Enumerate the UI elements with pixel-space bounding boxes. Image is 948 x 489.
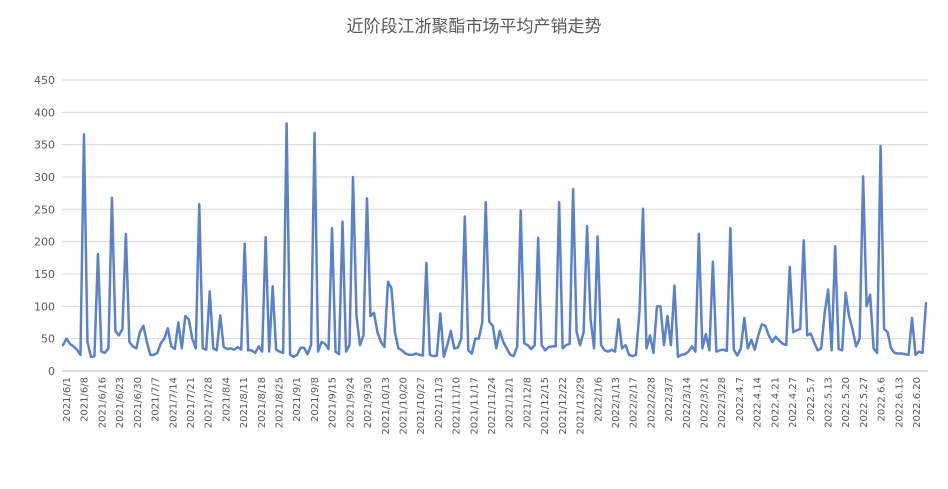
x-tick-label: 2022.6.20 bbox=[912, 377, 923, 428]
x-tick-label: 2022.4.7 bbox=[735, 377, 746, 422]
y-tick-label: 200 bbox=[34, 236, 55, 249]
x-tick-label: 2022/3/28 bbox=[717, 377, 728, 428]
x-tick-label: 2021/8/18 bbox=[257, 377, 268, 428]
y-tick-label: 50 bbox=[41, 333, 55, 346]
x-tick-label: 2021/6/16 bbox=[97, 377, 108, 428]
x-tick-label: 2021/6/1 bbox=[62, 377, 73, 422]
x-tick-label: 2021/12/15 bbox=[540, 377, 551, 435]
y-tick-label: 350 bbox=[34, 139, 55, 152]
x-tick-label: 2021/12/8 bbox=[522, 377, 533, 428]
chart-title: 近阶段江浙聚酯市场平均产销走势 bbox=[346, 17, 602, 37]
y-tick-label: 150 bbox=[34, 268, 55, 281]
x-tick-label: 2022.4.14 bbox=[753, 377, 764, 428]
x-tick-label: 2021/12/1 bbox=[505, 377, 516, 428]
x-tick-label: 2022.4.21 bbox=[770, 377, 781, 428]
x-tick-label: 2021/6/8 bbox=[80, 377, 91, 422]
x-tick-label: 2021/9/8 bbox=[310, 377, 321, 422]
y-tick-label: 300 bbox=[34, 171, 55, 184]
x-tick-label: 2021/11/24 bbox=[487, 377, 498, 435]
x-tick-label: 2021/10/27 bbox=[416, 377, 427, 435]
x-tick-label: 2021/9/1 bbox=[292, 377, 303, 422]
x-tick-label: 2021/11/17 bbox=[469, 377, 480, 435]
y-tick-label: 100 bbox=[34, 300, 55, 313]
x-tick-label: 2021/8/25 bbox=[275, 377, 286, 428]
x-tick-label: 2022/2/17 bbox=[629, 377, 640, 428]
x-tick-label: 2021/10/20 bbox=[398, 377, 409, 435]
x-tick-label: 2021/7/14 bbox=[168, 377, 179, 428]
x-tick-label: 2021/6/23 bbox=[115, 377, 126, 428]
series-line bbox=[61, 122, 928, 359]
x-tick-label: 2022.5.20 bbox=[841, 377, 852, 428]
y-tick-label: 400 bbox=[34, 106, 55, 119]
x-tick-label: 2021/9/24 bbox=[345, 377, 356, 428]
x-tick-label: 2022.5.13 bbox=[823, 377, 834, 428]
x-tick-label: 2021/7/7 bbox=[151, 377, 162, 422]
x-tick-label: 2022.5.27 bbox=[859, 377, 870, 428]
x-tick-label: 2021/8/4 bbox=[221, 377, 232, 422]
x-tick-label: 2021/7/21 bbox=[186, 377, 197, 428]
x-tick-label: 2021/6/30 bbox=[133, 377, 144, 428]
x-tick-label: 2022/1/13 bbox=[611, 377, 622, 428]
x-tick-label: 2022/1/6 bbox=[593, 377, 604, 422]
x-tick-label: 2022/3/7 bbox=[664, 377, 675, 422]
x-tick-label: 2021/11/10 bbox=[452, 377, 463, 435]
x-tick-label: 2021/12/22 bbox=[558, 377, 569, 435]
x-tick-label: 2021/7/28 bbox=[204, 377, 215, 428]
x-tick-label: 2022/2/28 bbox=[646, 377, 657, 428]
y-tick-label: 0 bbox=[48, 365, 55, 378]
x-tick-label: 2022.5.7 bbox=[806, 377, 817, 422]
x-tick-label: 2021/12/29 bbox=[576, 377, 587, 435]
x-tick-label: 2021/9/30 bbox=[363, 377, 374, 428]
x-tick-label: 2021/9/15 bbox=[328, 377, 339, 428]
x-tick-label: 2021/10/13 bbox=[381, 377, 392, 435]
x-tick-label: 2022.6.6 bbox=[877, 377, 888, 422]
x-tick-label: 2022.6.13 bbox=[894, 377, 905, 428]
x-tick-label: 2022/3/21 bbox=[700, 377, 711, 428]
x-tick-label: 2021/11/3 bbox=[434, 377, 445, 428]
x-tick-label: 2022.4.27 bbox=[788, 377, 799, 428]
x-tick-label: 2021/8/11 bbox=[239, 377, 250, 428]
y-tick-label: 450 bbox=[34, 74, 55, 87]
y-tick-label: 250 bbox=[34, 203, 55, 216]
x-tick-label: 2022/3/14 bbox=[682, 377, 693, 428]
